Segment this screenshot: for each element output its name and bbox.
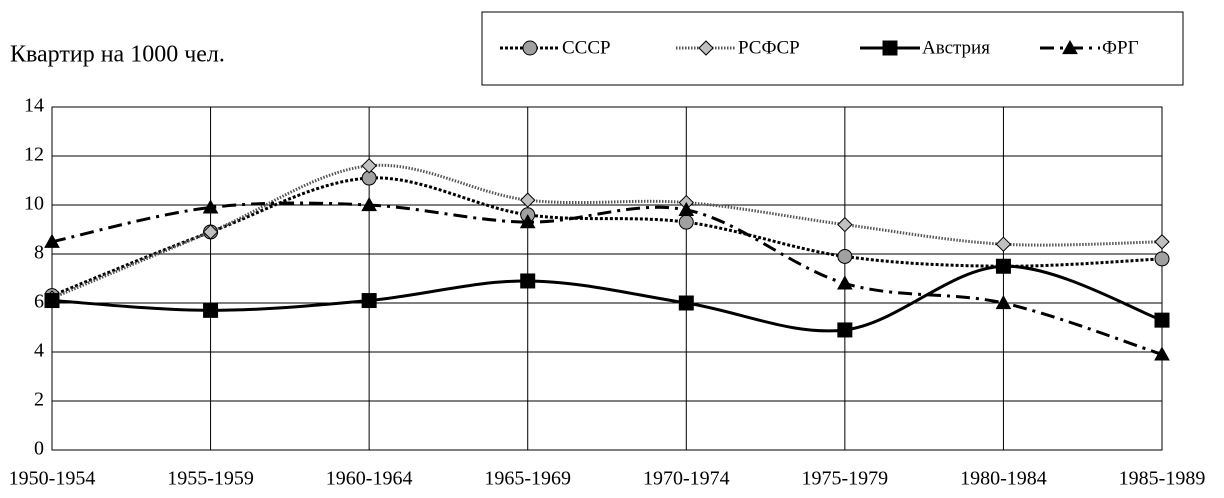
marker [44, 293, 60, 309]
marker [1154, 312, 1170, 328]
marker [202, 199, 219, 214]
series-line [51, 201, 1163, 356]
marker [202, 224, 219, 240]
chart-title: Квартир на 1000 чел. [10, 42, 225, 68]
marker [361, 158, 377, 174]
marker [678, 214, 694, 230]
marker [678, 295, 694, 311]
marker [1154, 346, 1170, 361]
x-tick-label: 1950-1954 [9, 468, 96, 490]
y-tick-label: 8 [34, 242, 44, 264]
marker [837, 248, 853, 264]
marker [361, 196, 377, 212]
marker [837, 275, 853, 290]
marker [995, 236, 1012, 252]
y-tick-label: 4 [34, 340, 44, 362]
marker [520, 273, 536, 289]
marker [995, 258, 1011, 274]
x-tick-label: 1955-1959 [167, 468, 254, 490]
series-line [51, 264, 1163, 333]
series-line [51, 176, 1163, 298]
marker [995, 294, 1012, 310]
marker [520, 192, 536, 208]
marker [837, 216, 853, 233]
marker [698, 40, 714, 56]
marker [678, 201, 695, 216]
marker [203, 302, 219, 318]
x-tick-label: 1985-1989 [1119, 468, 1206, 490]
x-tick-label: 1970-1974 [643, 468, 730, 490]
y-tick-label: 14 [24, 95, 44, 117]
x-tick-label: 1975-1979 [802, 468, 889, 490]
y-tick-label: 12 [24, 144, 44, 166]
x-tick-label: 1960-1964 [326, 468, 413, 490]
marker [361, 293, 377, 309]
legend-label: СССР [562, 37, 611, 58]
marker [522, 40, 538, 56]
series-line [51, 163, 1163, 300]
x-tick-label: 1965-1969 [484, 468, 571, 490]
marker [1154, 251, 1170, 267]
y-tick-label: 10 [24, 193, 44, 215]
legend-label: ФРГ [1102, 37, 1139, 58]
marker [1062, 39, 1078, 55]
marker [837, 322, 853, 338]
y-tick-label: 2 [34, 389, 44, 411]
legend-label: РСФСР [738, 37, 800, 58]
marker [44, 233, 60, 248]
marker [519, 214, 536, 229]
y-tick-label: 0 [34, 438, 44, 460]
legend-label: Австрия [922, 37, 990, 58]
marker [882, 40, 898, 56]
plot-frame [51, 106, 1163, 451]
marker [1154, 234, 1170, 250]
x-tick-label: 1980-1984 [960, 468, 1047, 490]
y-tick-label: 6 [34, 291, 44, 313]
